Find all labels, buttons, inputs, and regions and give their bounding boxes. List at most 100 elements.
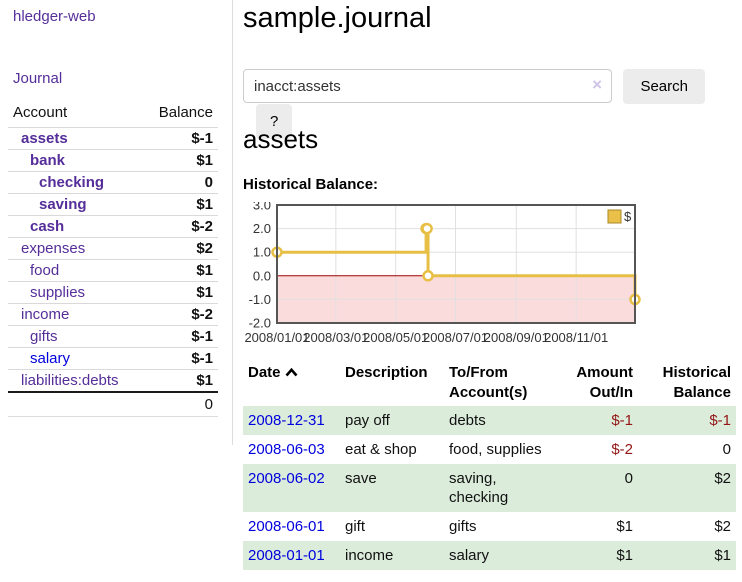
account-link[interactable]: supplies: [30, 284, 86, 301]
register-header-description: Description: [345, 364, 428, 381]
account-balance: $-1: [191, 350, 213, 367]
register-date-link[interactable]: 2008-01-01: [248, 547, 325, 564]
register-header-accounts: To/From Account(s): [449, 364, 528, 401]
account-row: assets $-1: [8, 127, 218, 150]
register-accounts: food, supplies: [449, 441, 542, 458]
account-link[interactable]: checking: [39, 174, 105, 191]
account-row: food $1: [8, 259, 218, 282]
register-accounts: gifts: [449, 518, 477, 535]
accounts-header-account: Account: [13, 104, 68, 121]
account-balance: $2: [196, 240, 213, 257]
sort-asc-icon: [285, 367, 297, 377]
chart-y-tick-label: 0.0: [253, 268, 271, 283]
account-link[interactable]: food: [30, 262, 60, 279]
register-table: Date Description To/From Account(s) Amou…: [243, 360, 736, 570]
chart-legend-label: $: [624, 209, 632, 224]
sidebar: hledger-web Journal Account Balance asse…: [0, 0, 233, 445]
register-description: save: [345, 470, 377, 487]
register-amount: $-2: [611, 441, 633, 458]
register-header-balance: Historical Balance: [662, 364, 731, 401]
accounts-header-balance: Balance: [158, 104, 213, 121]
accounts-header-row: Account Balance: [8, 100, 218, 128]
chart-legend-swatch: [607, 209, 622, 224]
chart-x-tick-label: 2008/09/01: [484, 330, 549, 345]
account-link[interactable]: liabilities:debts: [21, 372, 119, 389]
account-row: expenses $2: [8, 237, 218, 260]
account-balance: $1: [196, 284, 213, 301]
chart-x-tick-label: 2008/01/01: [244, 330, 309, 345]
register-row: 2008-06-03 eat & shop food, supplies $-2…: [243, 435, 736, 464]
search-field-wrap: ×: [243, 69, 612, 103]
account-balance: $-1: [191, 130, 213, 147]
chart-y-tick-label: -1.0: [249, 292, 271, 307]
register-balance: 0: [722, 441, 731, 458]
register-accounts: saving, checking: [449, 470, 509, 506]
app-title-link[interactable]: hledger-web: [13, 8, 96, 25]
search-form: × Search ?: [243, 69, 742, 139]
chart-x-tick-label: 2008/07/01: [423, 330, 488, 345]
accounts-total-value: 0: [140, 391, 218, 417]
register-description: pay off: [345, 412, 390, 429]
account-balance: $1: [196, 152, 213, 169]
register-header-amount: Amount Out/In: [576, 364, 633, 401]
chart-y-tick-label: 2.0: [253, 221, 271, 236]
sidebar-item-journal[interactable]: Journal: [13, 70, 63, 87]
register-description: income: [345, 547, 394, 564]
register-date-link[interactable]: 2008-06-01: [248, 518, 325, 535]
chart-border: [276, 204, 636, 324]
account-balance: $-2: [191, 306, 213, 323]
register-date-link[interactable]: 2008-06-03: [248, 441, 325, 458]
register-header-date-label: Date: [248, 364, 281, 381]
register-date-link[interactable]: 2008-06-02: [248, 470, 325, 487]
account-link[interactable]: gifts: [30, 328, 58, 345]
account-heading: assets: [243, 124, 319, 154]
register-row: 2008-01-01 income salary $1 $1: [243, 541, 736, 570]
account-link[interactable]: salary: [30, 350, 71, 367]
register-balance: $2: [714, 470, 731, 487]
account-row: saving $1: [8, 193, 218, 216]
register-date-link[interactable]: 2008-12-31: [248, 412, 325, 429]
account-balance: $1: [196, 372, 213, 389]
account-balance: 0: [204, 174, 213, 191]
clear-search-icon[interactable]: ×: [592, 75, 602, 94]
register-header-row: Date Description To/From Account(s) Amou…: [243, 360, 736, 406]
chart-x-tick-label: 2008/05/01: [363, 330, 428, 345]
register-header-date[interactable]: Date: [243, 360, 340, 406]
register-description: eat & shop: [345, 441, 417, 458]
account-row: cash $-2: [8, 215, 218, 238]
register-description: gift: [345, 518, 366, 535]
chart-x-tick-label: 2008/03/01: [303, 330, 368, 345]
register-amount: $1: [616, 518, 633, 535]
account-row: liabilities:debts $1: [8, 369, 218, 393]
search-input[interactable]: [243, 69, 612, 103]
search-help-button[interactable]: ?: [256, 104, 293, 139]
register-amount: 0: [624, 470, 633, 487]
account-balance: $1: [196, 196, 213, 213]
account-link[interactable]: bank: [30, 152, 66, 169]
account-balance: $-1: [191, 328, 213, 345]
search-button[interactable]: Search: [623, 69, 705, 104]
account-link[interactable]: income: [21, 306, 70, 323]
register-row: 2008-06-01 gift gifts $1 $2: [243, 512, 736, 541]
chart-x-tick-label: 2008/11/01: [544, 330, 608, 345]
accounts-total-row: 0: [8, 391, 218, 417]
register-accounts: salary: [449, 547, 490, 564]
account-row: bank $1: [8, 149, 218, 172]
chart-y-tick-label: 3.0: [253, 202, 271, 213]
account-row: income $-2: [8, 303, 218, 326]
account-link[interactable]: cash: [30, 218, 65, 235]
account-row: gifts $-1: [8, 325, 218, 348]
page-title: sample.journal: [243, 2, 432, 34]
account-row: checking 0: [8, 171, 218, 194]
account-link[interactable]: expenses: [21, 240, 86, 257]
chart-data-point: [421, 222, 433, 235]
accounts-total-spacer: [8, 391, 141, 417]
register-row: 2008-06-02 save saving, checking 0 $2: [243, 464, 736, 512]
accounts-table: Account Balance assets $-1 bank $1 check…: [8, 100, 218, 417]
account-link[interactable]: saving: [39, 196, 87, 213]
register-row: 2008-12-31 pay off debts $-1 $-1: [243, 406, 736, 435]
account-link[interactable]: assets: [21, 130, 68, 147]
register-balance: $1: [714, 547, 731, 564]
register-amount: $-1: [611, 412, 633, 429]
chart-y-tick-label: 1.0: [253, 245, 271, 260]
